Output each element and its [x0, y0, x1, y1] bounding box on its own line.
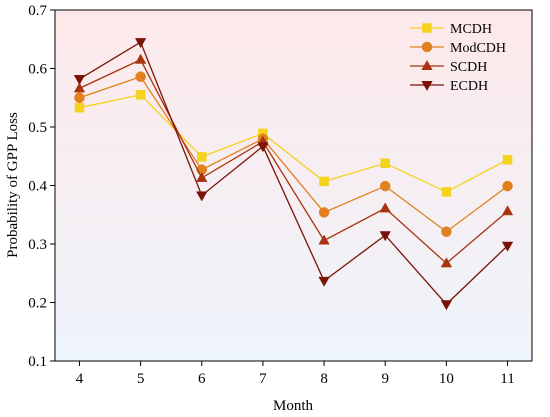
data-point-ecdh — [196, 191, 208, 202]
data-point-ecdh — [73, 75, 86, 86]
data-point-ecdh — [440, 300, 453, 311]
data-point-mcdh — [380, 158, 390, 169]
y-tick-label: 0.7 — [28, 3, 47, 19]
y-tick-label: 0.6 — [28, 62, 47, 78]
x-tick-label: 10 — [439, 371, 454, 387]
x-tick-label: 4 — [76, 371, 84, 387]
y-tick-label: 0.1 — [28, 354, 47, 370]
series-ecdh — [73, 38, 514, 311]
x-tick-label: 11 — [500, 371, 514, 387]
data-point-scdh — [196, 171, 208, 182]
x-axis-title: Month — [273, 398, 314, 414]
legend-marker-scdh — [421, 59, 433, 70]
plot-background — [55, 10, 532, 361]
data-point-mcdh — [135, 90, 146, 100]
x-tick-label: 8 — [320, 371, 328, 387]
data-point-mcdh — [441, 187, 452, 197]
data-point-scdh — [501, 205, 514, 216]
y-tick-label: 0.3 — [28, 237, 47, 253]
legend: MCDH ModCDH SCDH ECDH — [410, 22, 506, 94]
data-point-mcdh — [197, 152, 207, 162]
series-line-scdh — [79, 58, 508, 265]
y-tick-label: 0.2 — [28, 296, 47, 312]
data-point-scdh — [134, 53, 147, 64]
data-point-ecdh — [134, 38, 147, 49]
data-point-scdh — [379, 202, 391, 213]
data-point-mcdh — [74, 102, 85, 113]
x-tick-label: 6 — [198, 371, 206, 387]
data-point-scdh — [73, 82, 86, 93]
data-point-ecdh — [379, 231, 391, 242]
data-point-ecdh — [501, 241, 514, 252]
x-tick-label: 9 — [381, 371, 389, 387]
data-point-modcdh — [441, 226, 452, 237]
data-point-modcdh — [379, 180, 391, 192]
axes-layer: 4 5 6 7 8 9 10 11 0.1 0.2 0.3 0.4 0.5 0.6 0.7 — [28, 3, 515, 387]
data-point-scdh — [440, 257, 453, 268]
series-scdh — [73, 53, 514, 268]
y-tick-label: 0.4 — [28, 179, 47, 195]
series-line-ecdh — [79, 41, 508, 306]
data-point-mcdh — [319, 176, 329, 187]
data-point-mcdh — [502, 155, 513, 165]
y-tick-label: 0.5 — [28, 120, 47, 136]
data-point-ecdh — [257, 142, 269, 153]
plot-layer — [73, 38, 514, 311]
series-mcdh — [74, 90, 513, 197]
legend-marker-modcdh — [421, 41, 433, 53]
legend-label-scdh: SCDH — [450, 60, 487, 75]
data-point-scdh — [318, 234, 330, 245]
data-point-modcdh — [74, 92, 85, 103]
data-point-modcdh — [502, 180, 513, 192]
y-axis-title: Probability of GPP Loss — [5, 112, 21, 258]
legend-marker-ecdh — [421, 81, 433, 92]
series-line-mcdh — [79, 94, 508, 193]
data-point-modcdh — [318, 207, 330, 218]
x-tick-label: 7 — [259, 371, 267, 387]
legend-label-ecdh: ECDH — [450, 79, 488, 94]
legend-label-mcdh: MCDH — [450, 22, 492, 37]
legend-label-modcdh: ModCDH — [450, 41, 506, 56]
legend-marker-mcdh — [422, 23, 432, 33]
data-point-ecdh — [318, 276, 330, 287]
series-line-modcdh — [79, 75, 508, 233]
data-point-modcdh — [135, 71, 146, 82]
x-tick-label: 5 — [137, 371, 145, 387]
